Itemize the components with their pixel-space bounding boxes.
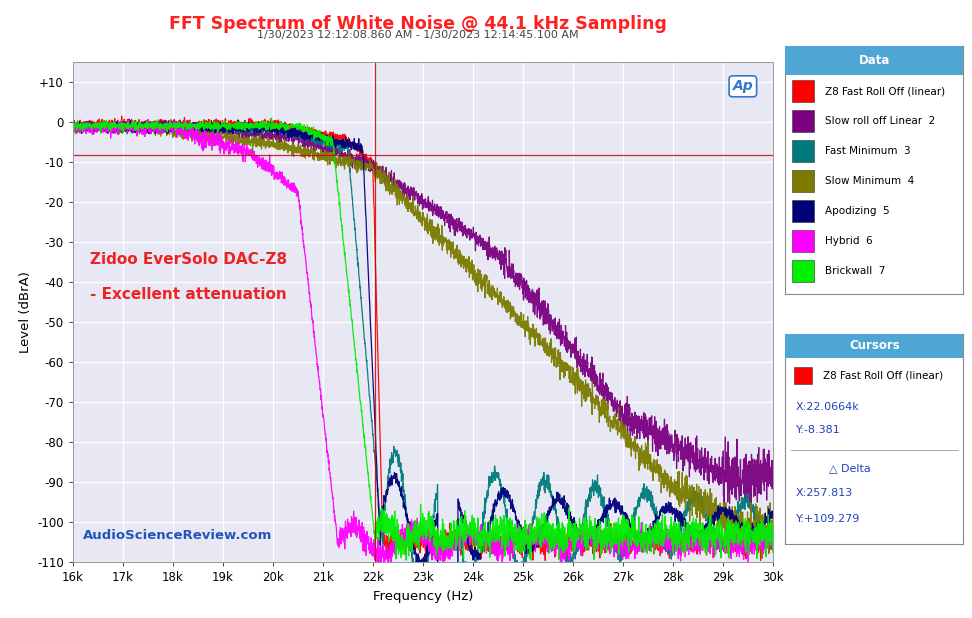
Bar <box>792 260 814 282</box>
Text: 1/30/2023 12:12:08.860 AM - 1/30/2023 12:14:45.100 AM: 1/30/2023 12:12:08.860 AM - 1/30/2023 12… <box>258 30 578 40</box>
Text: Brickwall  7: Brickwall 7 <box>824 266 885 276</box>
Text: X:22.0664k: X:22.0664k <box>796 402 860 412</box>
Bar <box>792 110 814 132</box>
Bar <box>785 46 963 75</box>
Text: Data: Data <box>858 54 890 67</box>
Text: Z8 Fast Roll Off (linear): Z8 Fast Roll Off (linear) <box>824 86 945 96</box>
Bar <box>792 170 814 192</box>
Text: Zidoo EverSolo DAC-Z8: Zidoo EverSolo DAC-Z8 <box>90 252 288 267</box>
Bar <box>792 140 814 163</box>
Text: Slow roll off Linear  2: Slow roll off Linear 2 <box>824 116 935 126</box>
Text: - Excellent attenuation: - Excellent attenuation <box>90 287 287 302</box>
X-axis label: Frequency (Hz): Frequency (Hz) <box>372 590 473 603</box>
Text: Fast Minimum  3: Fast Minimum 3 <box>824 146 910 156</box>
Text: Y:+109.279: Y:+109.279 <box>796 514 860 523</box>
Bar <box>794 367 812 384</box>
Y-axis label: Level (dBrA): Level (dBrA) <box>18 271 31 353</box>
Text: Apodizing  5: Apodizing 5 <box>824 206 889 216</box>
Bar <box>792 80 814 103</box>
Text: △ Delta: △ Delta <box>828 464 870 473</box>
Text: Hybrid  6: Hybrid 6 <box>824 236 872 247</box>
Bar <box>785 334 963 358</box>
Text: Slow Minimum  4: Slow Minimum 4 <box>824 176 914 186</box>
Text: Ap: Ap <box>733 79 753 93</box>
Text: Cursors: Cursors <box>849 339 900 352</box>
Text: X:257.813: X:257.813 <box>796 488 853 498</box>
Text: AudioScienceReview.com: AudioScienceReview.com <box>84 530 273 543</box>
Bar <box>792 230 814 252</box>
Text: Y:-8.381: Y:-8.381 <box>796 425 841 435</box>
Bar <box>792 200 814 222</box>
Text: FFT Spectrum of White Noise @ 44.1 kHz Sampling: FFT Spectrum of White Noise @ 44.1 kHz S… <box>169 15 667 33</box>
Text: Z8 Fast Roll Off (linear): Z8 Fast Roll Off (linear) <box>822 371 943 381</box>
